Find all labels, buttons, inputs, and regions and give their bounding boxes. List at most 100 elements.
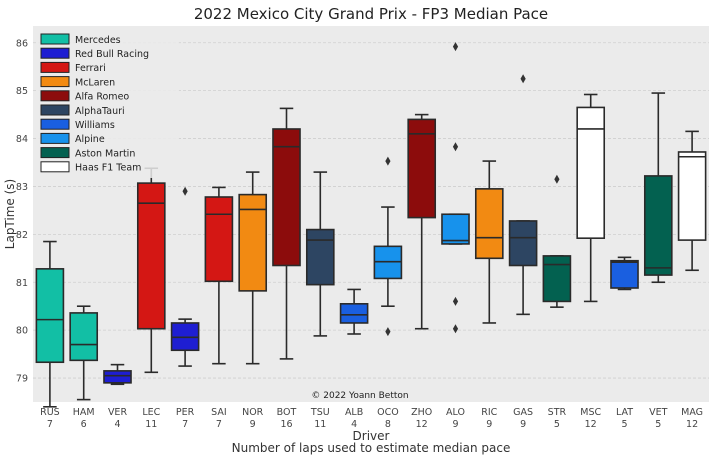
y-tick-label: 85: [16, 86, 28, 97]
outlier-marker: [452, 296, 459, 306]
x-tick-driver: BOT: [277, 407, 297, 418]
chart-title: 2022 Mexico City Grand Prix - FP3 Median…: [194, 5, 548, 23]
legend-entry: Williams: [75, 120, 115, 131]
box-mag: [677, 130, 707, 272]
y-tick-label: 82: [16, 230, 28, 241]
x-tick-driver: PER: [176, 407, 195, 418]
box-zho: [407, 113, 437, 330]
y-tick-label: 80: [16, 326, 28, 337]
box-iqr: [441, 213, 470, 245]
box-iqr: [542, 255, 572, 303]
x-tick-laps: 7: [216, 419, 222, 430]
box-iqr: [610, 259, 639, 289]
x-tick-driver: MSC: [580, 407, 601, 418]
box-ver: [103, 363, 132, 386]
box-iqr: [69, 312, 99, 362]
legend-swatch: [40, 118, 70, 130]
x-tick-driver: RUS: [40, 407, 60, 418]
box-iqr: [508, 220, 538, 267]
box-ham: [69, 305, 99, 401]
x-tick-laps: 12: [585, 419, 597, 430]
y-tick-label: 83: [16, 182, 28, 193]
x-tick-driver: STR: [548, 407, 567, 418]
x-tick-laps: 4: [114, 419, 120, 430]
outlier-marker: [182, 186, 188, 196]
legend-entry: Red Bull Racing: [75, 49, 149, 60]
x-tick-driver: NOR: [242, 407, 264, 418]
x-tick-laps: 11: [145, 419, 157, 430]
x-tick-laps: 5: [621, 419, 627, 430]
box-alb: [339, 288, 369, 335]
box-iqr: [136, 182, 166, 330]
x-tick-laps: 9: [486, 419, 492, 430]
x-tick-driver: SAI: [211, 407, 227, 418]
x-tick-laps: 12: [416, 419, 428, 430]
legend-swatch: [40, 104, 70, 116]
legend-swatch: [40, 132, 70, 144]
box-rus: [35, 240, 65, 408]
y-tick-label: 84: [16, 134, 28, 145]
legend-swatch: [40, 90, 70, 102]
x-tick-laps: 5: [655, 419, 661, 430]
box-lat: [610, 256, 639, 291]
x-tick-driver: HAM: [73, 407, 95, 418]
box-per: [170, 186, 200, 367]
legend-entry: Mercedes: [75, 35, 121, 46]
x-tick-driver: LAT: [616, 407, 633, 418]
box-msc: [576, 93, 606, 303]
box-gas: [508, 74, 538, 316]
box-oco: [373, 156, 403, 337]
box-nor: [238, 171, 268, 365]
y-tick-label: 81: [16, 278, 28, 289]
x-tick-laps: 9: [250, 419, 256, 430]
legend: Mercedes Red Bull Racing Ferrari McLaren Alf…: [37, 30, 179, 178]
outlier-marker: [385, 327, 391, 337]
box-iqr: [474, 188, 504, 260]
outlier-marker: [554, 174, 560, 184]
x-axis-label: Driver: [353, 429, 390, 443]
x-tick-driver: TSU: [310, 407, 330, 418]
x-tick-laps: 4: [351, 419, 357, 430]
x-tick-driver: MAG: [681, 407, 703, 418]
x-tick-driver: ZHO: [411, 407, 432, 418]
x-tick-laps: 7: [182, 419, 188, 430]
legend-entry: McLaren: [75, 77, 115, 88]
box-iqr: [238, 193, 268, 292]
box-iqr: [407, 118, 437, 219]
outlier-marker: [520, 74, 526, 84]
legend-swatch: [40, 76, 70, 88]
x-axis: RUS7HAM6VER4LEC11PER7SAI7NOR9BOT16TSU11A…: [40, 407, 703, 430]
x-tick-driver: LEC: [142, 407, 160, 418]
x-tick-laps: 9: [520, 419, 526, 430]
box-iqr: [339, 303, 369, 324]
box-iqr: [204, 196, 234, 283]
box-alo: [441, 42, 470, 334]
y-axis-label: LapTime (s): [3, 179, 17, 249]
box-tsu: [305, 171, 335, 337]
box-iqr: [643, 175, 673, 276]
legend-swatch: [40, 47, 70, 59]
box-ric: [474, 160, 504, 324]
box-iqr: [305, 228, 335, 286]
x-tick-driver: RIC: [481, 407, 497, 418]
box-vet: [643, 92, 673, 284]
x-tick-laps: 8: [385, 419, 391, 430]
legend-entry: AlphaTauri: [75, 106, 125, 117]
x-axis-sublabel: Number of laps used to estimate median p…: [232, 441, 511, 455]
box-iqr: [35, 268, 65, 364]
x-tick-driver: GAS: [513, 407, 533, 418]
x-tick-driver: VET: [649, 407, 668, 418]
x-tick-driver: VER: [108, 407, 128, 418]
box-iqr: [677, 151, 707, 241]
legend-swatch: [40, 147, 70, 159]
x-tick-driver: ALB: [345, 407, 363, 418]
x-tick-laps: 7: [47, 419, 53, 430]
x-tick-driver: ALO: [446, 407, 465, 418]
legend-swatch: [40, 33, 70, 45]
x-tick-laps: 16: [280, 419, 292, 430]
outlier-marker: [452, 142, 459, 152]
legend-entry: Alfa Romeo: [75, 92, 129, 103]
legend-swatch: [40, 161, 70, 173]
